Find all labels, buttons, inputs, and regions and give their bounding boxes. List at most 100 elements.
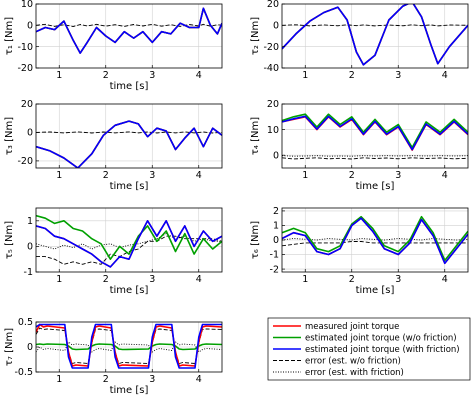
x-tick-label: 4: [196, 170, 202, 181]
y-tick-label: -20: [17, 156, 33, 167]
legend-entry: estimated joint torque (w/o friction): [305, 334, 457, 344]
series-group: [282, 113, 468, 160]
legend: measured joint torque estimated joint tor…: [267, 317, 471, 381]
x-tick-label: 3: [149, 374, 155, 385]
x-tick-label: 2: [103, 374, 109, 385]
legend-entry: estimated joint torque (with friction): [305, 345, 460, 355]
panel-tau5: 1 2 3 4 -1 0 1 time [s] τ₅ [Nm]: [4, 207, 223, 296]
series-group: [36, 7, 222, 54]
panel-tau7: 1 2 3 4 -0.5 0 0.5 time [s] τ₇ [Nm]: [4, 317, 223, 396]
x-tick-label: 1: [302, 170, 308, 181]
series-line-estimated-joint-torque-w-o-friction-: [36, 214, 222, 261]
y-axis-label: τ₁ [Nm]: [4, 17, 15, 55]
x-axis-label: time [s]: [110, 285, 149, 296]
y-tick-label: -20: [17, 63, 33, 74]
x-tick-label: 1: [56, 170, 62, 181]
y-axis-label: τ₅ [Nm]: [4, 221, 15, 259]
x-tick-label: 2: [103, 70, 109, 81]
x-axis-label: time [s]: [110, 385, 149, 396]
x-axis-label: time [s]: [110, 181, 149, 192]
series-line-estimated-joint-torque-w-o-friction-: [282, 215, 468, 262]
panel-tau3: 1 2 3 4 -20 0 20 time [s] τ₃ [Nm]: [4, 99, 223, 192]
x-tick-label: 3: [149, 70, 155, 81]
x-tick-label: 4: [196, 374, 202, 385]
y-axis-label: τ₄ [Nm]: [250, 117, 261, 155]
y-tick-label: 0: [27, 242, 33, 253]
y-tick-label: 0: [27, 342, 33, 353]
series-line-error-est-w-o-friction-: [36, 131, 222, 134]
series-line-error-est-w-o-friction-: [282, 24, 468, 27]
y-tick-label: -2: [270, 264, 279, 275]
x-tick-label: 1: [56, 274, 62, 285]
x-tick-label: 3: [149, 170, 155, 181]
panel-tau2: 1 2 3 4 -40 -20 0 20 τ₂ [Nm]: [250, 0, 469, 81]
axes-frame: [281, 103, 469, 169]
x-tick-label: 2: [103, 170, 109, 181]
y-tick-label: -10: [17, 42, 33, 53]
x-tick-label: 1: [302, 274, 308, 285]
y-tick-label: 20: [267, 99, 279, 110]
series-line-estimated-joint-torque-with-friction-: [36, 323, 222, 369]
y-tick-label: 10: [21, 0, 33, 10]
x-tick-label: 1: [56, 374, 62, 385]
y-tick-label: 2: [273, 206, 279, 217]
x-axis-label: time [s]: [110, 81, 149, 92]
y-tick-label: 0: [273, 235, 279, 246]
x-tick-label: 4: [442, 274, 448, 285]
x-tick-label: 4: [442, 170, 448, 181]
series-group: [282, 4, 468, 66]
x-tick-label: 4: [196, 274, 202, 285]
y-tick-label: 0: [27, 128, 33, 139]
series-group: [36, 323, 222, 369]
x-tick-label: 4: [196, 70, 202, 81]
panel-tau1: 1 2 3 4 -20 -10 0 10 time [s] τ₁ [Nm]: [4, 0, 223, 92]
legend-box: [267, 317, 471, 381]
y-tick-label: 1: [273, 221, 279, 232]
y-tick-label: 1: [27, 216, 33, 227]
x-tick-label: 2: [103, 274, 109, 285]
y-tick-label: -20: [263, 42, 279, 53]
y-tick-label: -1: [270, 250, 279, 261]
y-tick-label: 0: [273, 150, 279, 161]
x-tick-label: 3: [395, 70, 401, 81]
series-group: [36, 120, 222, 168]
series-line-error-est-with-friction-: [36, 341, 222, 353]
series-line-estimated-joint-torque-w-o-friction-: [282, 113, 468, 149]
series-line-error-est-w-o-friction-: [36, 235, 222, 265]
y-tick-label: 20: [267, 0, 279, 10]
x-axis-label: time [s]: [356, 285, 395, 296]
series-line-estimated-joint-torque-with-friction-: [36, 7, 222, 54]
x-tick-label: 2: [349, 274, 355, 285]
series-line-estimated-joint-torque-with-friction-: [36, 120, 222, 168]
y-tick-label: 0: [27, 21, 33, 32]
panel-tau4: 1 2 3 4 0 10 20 time [s] τ₄ [Nm]: [250, 99, 469, 192]
y-axis-label: τ₃ [Nm]: [4, 117, 15, 155]
series-line-error-est-w-o-friction-: [36, 23, 222, 28]
x-tick-label: 1: [56, 70, 62, 81]
series-line-estimated-joint-torque-with-friction-: [36, 220, 222, 268]
x-tick-label: 1: [302, 70, 308, 81]
x-axis-label: time [s]: [356, 181, 395, 192]
x-tick-label: 4: [442, 70, 448, 81]
axes-frame: [35, 103, 223, 169]
legend-entry: error (est. w/o friction): [305, 357, 401, 367]
y-axis-label: τ₆ [Nm]: [250, 221, 261, 259]
y-tick-label: 0: [273, 21, 279, 32]
series-line-error-est-w-o-friction-: [282, 157, 468, 160]
y-axis-label: τ₇ [Nm]: [4, 328, 15, 366]
y-tick-label: 20: [21, 99, 33, 110]
series-line-error-est-with-friction-: [282, 155, 468, 157]
x-tick-label: 2: [349, 70, 355, 81]
series-line-estimated-joint-torque-with-friction-: [282, 217, 468, 265]
y-tick-label: -1: [24, 267, 33, 278]
x-tick-label: 2: [349, 170, 355, 181]
series-line-estimated-joint-torque-with-friction-: [282, 4, 468, 66]
axes-frame: [35, 207, 223, 273]
axes-frame: [35, 3, 223, 69]
y-tick-label: -40: [263, 63, 279, 74]
legend-entry: error (est. with friction): [305, 368, 404, 378]
x-tick-label: 3: [395, 170, 401, 181]
series-line-estimated-joint-torque-with-friction-: [282, 115, 468, 151]
